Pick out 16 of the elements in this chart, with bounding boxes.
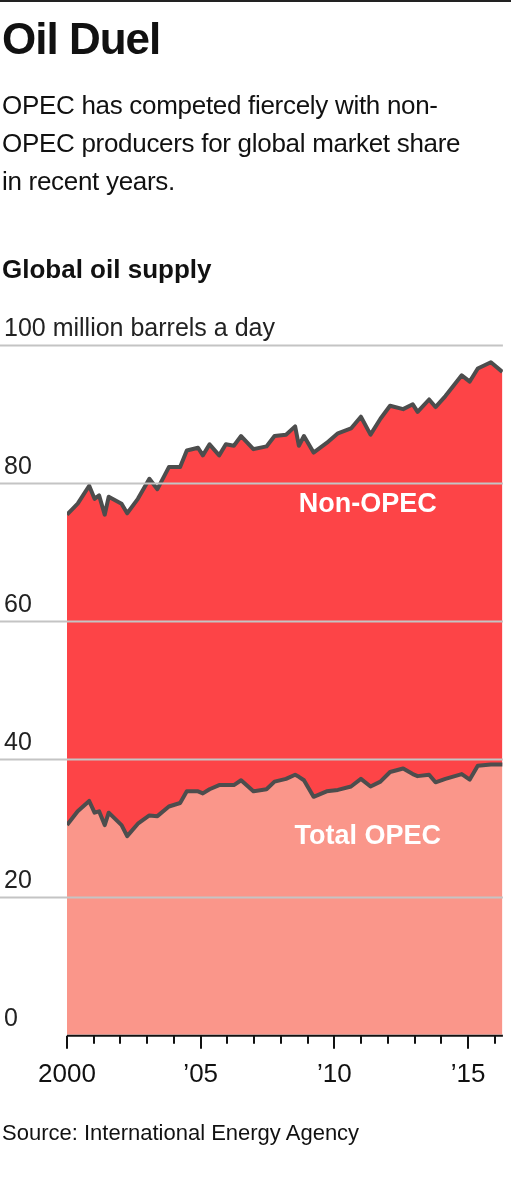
y-axis-title: Global oil supply <box>2 254 212 285</box>
y-tick-label: 60 <box>4 588 32 617</box>
x-tick-label: 2000 <box>38 1057 96 1088</box>
y-tick-label: 40 <box>4 726 32 755</box>
source-note: Source: International Energy Agency <box>2 1120 360 1146</box>
y-tick-label: 20 <box>4 864 32 893</box>
series-label: Non-OPEC <box>298 488 437 519</box>
x-tick-label: ’05 <box>183 1057 219 1088</box>
chart-subtitle: OPEC has competed fiercely with non-OPEC producers for global market share in recent years. <box>2 89 462 198</box>
x-tick-label: ’10 <box>317 1057 352 1088</box>
y-tick-label: 0 <box>4 1002 18 1031</box>
series-label: Total OPEC <box>294 819 442 850</box>
y-tick-label: 80 <box>4 450 32 479</box>
y-tick-label: 100 million barrels a day <box>4 313 276 341</box>
chart-title: Oil Duel <box>2 14 161 64</box>
x-tick-label: ’15 <box>450 1057 486 1088</box>
